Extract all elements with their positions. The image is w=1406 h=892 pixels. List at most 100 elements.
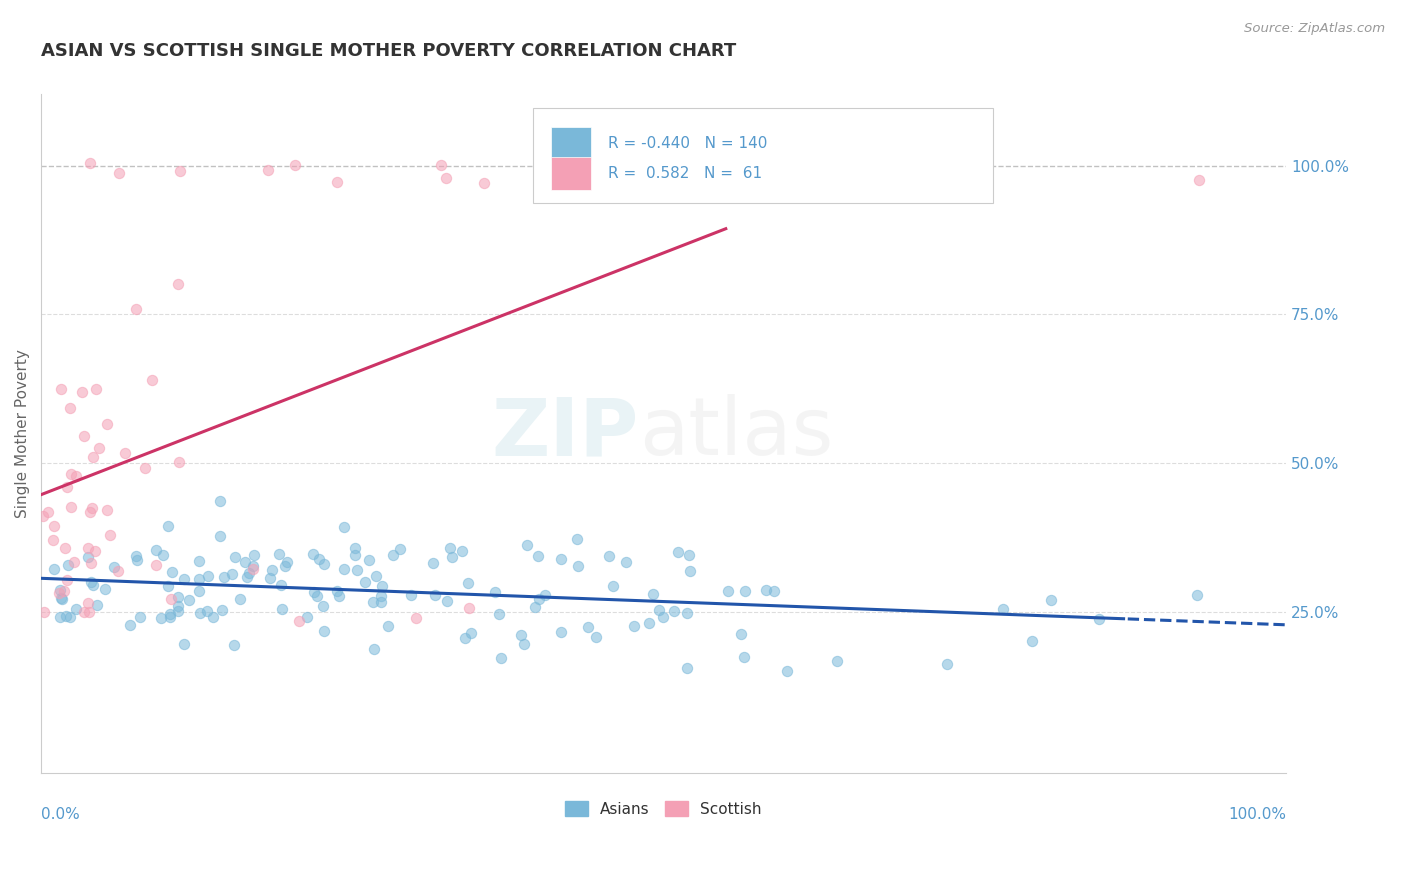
Point — [509, 628, 531, 642]
Point — [34, 605, 56, 619]
Point — [56, 573, 79, 587]
Point — [308, 551, 330, 566]
Point — [212, 570, 235, 584]
Point — [80, 556, 103, 570]
Point — [173, 572, 195, 586]
Point — [159, 610, 181, 624]
Point — [187, 572, 209, 586]
Point — [156, 579, 179, 593]
Point — [776, 664, 799, 678]
Point — [80, 574, 103, 589]
Point — [96, 503, 118, 517]
Point — [734, 584, 756, 599]
Point — [366, 568, 388, 582]
Point — [1039, 593, 1062, 607]
Point — [56, 480, 79, 494]
Point — [328, 590, 350, 604]
Point — [567, 559, 589, 574]
Point — [65, 601, 87, 615]
Point — [169, 455, 191, 469]
Text: 0.0%: 0.0% — [41, 806, 80, 822]
Point — [422, 557, 444, 571]
Point — [224, 550, 246, 565]
Point — [439, 541, 461, 555]
Point — [150, 611, 173, 625]
Point — [197, 569, 219, 583]
Point — [1185, 588, 1208, 602]
Text: 100.0%: 100.0% — [1227, 806, 1286, 822]
Point — [371, 578, 394, 592]
Point — [377, 619, 399, 633]
Point — [295, 609, 318, 624]
Point — [76, 596, 98, 610]
Point — [82, 450, 104, 464]
Point — [73, 605, 96, 619]
Point — [209, 529, 232, 543]
Point — [188, 584, 211, 599]
Point — [935, 657, 957, 672]
Point — [195, 604, 218, 618]
Point — [96, 417, 118, 431]
Point — [550, 552, 572, 566]
Point — [127, 552, 149, 566]
Point — [49, 591, 72, 605]
FancyBboxPatch shape — [533, 108, 994, 202]
Point — [1021, 633, 1043, 648]
Point — [55, 608, 77, 623]
Point — [441, 549, 464, 564]
Point — [763, 584, 786, 599]
Text: ASIAN VS SCOTTISH SINGLE MOTHER POVERTY CORRELATION CHART: ASIAN VS SCOTTISH SINGLE MOTHER POVERTY … — [41, 42, 737, 60]
Point — [332, 520, 354, 534]
Point — [103, 560, 125, 574]
Point — [676, 661, 699, 675]
Point — [346, 563, 368, 577]
Point — [100, 528, 122, 542]
Point — [145, 543, 167, 558]
Point — [73, 429, 96, 443]
Point — [357, 552, 380, 566]
Point — [49, 382, 72, 396]
Point — [305, 589, 328, 603]
Point — [675, 606, 697, 620]
Point — [242, 558, 264, 573]
Point — [238, 566, 260, 581]
Point — [221, 566, 243, 581]
Point — [361, 595, 384, 609]
Point — [160, 565, 183, 579]
Point — [159, 592, 181, 607]
Point — [516, 537, 538, 551]
Point — [717, 583, 740, 598]
Point — [125, 549, 148, 564]
Point — [825, 654, 848, 668]
Point — [454, 631, 477, 645]
Point — [242, 562, 264, 576]
Point — [576, 620, 599, 634]
Point — [458, 600, 481, 615]
Point — [678, 548, 700, 562]
Point — [637, 616, 659, 631]
Point — [326, 174, 349, 188]
Point — [389, 542, 412, 557]
Point — [436, 594, 458, 608]
Point — [169, 164, 191, 178]
Point — [363, 642, 385, 657]
Point — [991, 602, 1014, 616]
Point — [60, 467, 83, 481]
Point — [540, 168, 562, 182]
Point — [70, 384, 93, 399]
Point — [243, 548, 266, 562]
Point — [84, 382, 107, 396]
Point — [302, 547, 325, 561]
Point — [276, 555, 298, 569]
Point — [312, 558, 335, 572]
Point — [256, 163, 278, 178]
Point — [79, 156, 101, 170]
FancyBboxPatch shape — [551, 157, 592, 191]
Point — [333, 562, 356, 576]
Point — [211, 603, 233, 617]
Point — [524, 600, 547, 615]
Point — [370, 589, 392, 603]
Point — [405, 611, 427, 625]
Y-axis label: Single Mother Poverty: Single Mother Poverty — [15, 349, 30, 518]
Point — [48, 586, 70, 600]
